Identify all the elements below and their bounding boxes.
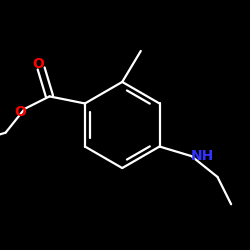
Text: O: O: [14, 104, 26, 118]
Text: NH: NH: [190, 149, 214, 163]
Text: O: O: [32, 57, 44, 71]
